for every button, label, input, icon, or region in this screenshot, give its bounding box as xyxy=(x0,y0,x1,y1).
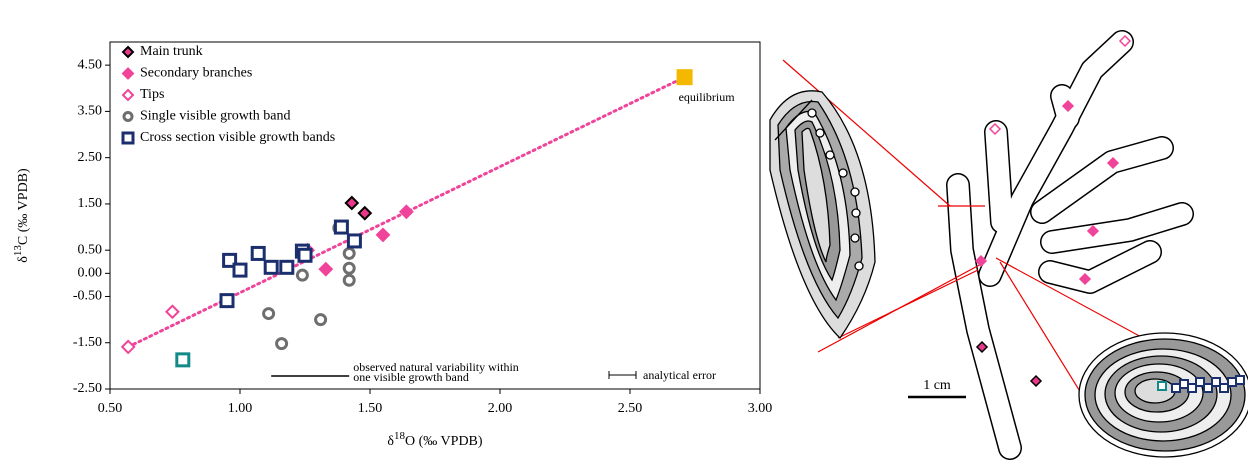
equilibrium-point xyxy=(676,69,693,86)
x-label: δ18O (‰ VPDB) xyxy=(387,430,482,450)
coral-diagram: 1 cm xyxy=(769,30,1248,460)
x-label-part: δ xyxy=(387,434,394,449)
x-tick-label: 1.00 xyxy=(228,401,253,416)
x-tick-label: 3.00 xyxy=(748,401,773,416)
variability-label: one visible growth band xyxy=(353,370,469,384)
y-tick-label: -2.50 xyxy=(73,381,102,396)
y-tick-label: 0.00 xyxy=(78,266,103,281)
legend-label: Main trunk xyxy=(140,44,203,59)
point xyxy=(375,227,391,243)
y-tick-label: 3.50 xyxy=(78,104,103,119)
y-label-part: δ xyxy=(16,256,31,263)
point xyxy=(164,304,180,320)
variability-label: observed natural variability within xyxy=(353,360,519,374)
y-label: δ13C (‰ VPDB) xyxy=(12,168,32,263)
point xyxy=(297,247,313,263)
point xyxy=(344,195,360,211)
legend-marker xyxy=(121,131,135,145)
point xyxy=(295,268,309,282)
y-tick-label: 2.50 xyxy=(78,150,103,165)
cross-section-inset xyxy=(1078,332,1248,458)
legend-label: Cross section visible growth bands xyxy=(140,130,335,145)
x-tick-label: 2.00 xyxy=(488,401,513,416)
point xyxy=(175,352,191,368)
point xyxy=(232,262,248,278)
legend-marker xyxy=(121,45,135,59)
plot-frame xyxy=(109,41,761,390)
point xyxy=(279,259,295,275)
legend-marker xyxy=(121,88,135,102)
sample-markers xyxy=(974,34,1132,388)
point xyxy=(219,293,235,309)
y-tick-label: 1.50 xyxy=(78,196,103,211)
equilibrium-label: equilibrium xyxy=(679,90,736,104)
x-tick-label: 2.50 xyxy=(618,401,643,416)
point xyxy=(318,261,334,277)
x-tick-label: 1.50 xyxy=(358,401,383,416)
point xyxy=(120,339,136,355)
legend-marker xyxy=(122,111,134,122)
point xyxy=(275,337,289,351)
point xyxy=(346,233,362,249)
point xyxy=(262,307,276,321)
point xyxy=(357,205,373,221)
y-label-part: C (‰ VPDB) xyxy=(16,168,31,245)
x-tick-label: 0.50 xyxy=(98,401,123,416)
legend-label: Tips xyxy=(140,87,164,102)
error-label: analytical error xyxy=(643,368,716,382)
y-tick-label: 0.50 xyxy=(78,242,103,257)
legend-label: Secondary branches xyxy=(140,66,252,81)
point xyxy=(398,204,414,220)
error-glyph xyxy=(608,371,637,379)
x-label-part: 18 xyxy=(394,430,406,442)
branch-inset xyxy=(769,90,876,339)
y-label-part: 13 xyxy=(12,245,24,257)
scale-label: 1 cm xyxy=(923,378,951,393)
point xyxy=(342,273,356,287)
point xyxy=(342,246,356,260)
y-tick-label: -1.50 xyxy=(73,335,102,350)
y-tick-label: 4.50 xyxy=(78,57,103,72)
legend-marker xyxy=(121,67,135,80)
point xyxy=(342,261,356,275)
y-tick-label: -0.50 xyxy=(73,289,102,304)
point xyxy=(314,313,328,327)
x-label-part: O (‰ VPDB) xyxy=(405,434,483,449)
point xyxy=(263,259,279,275)
point xyxy=(333,219,349,235)
legend-label: Single visible growth band xyxy=(140,109,291,124)
point xyxy=(250,245,266,261)
